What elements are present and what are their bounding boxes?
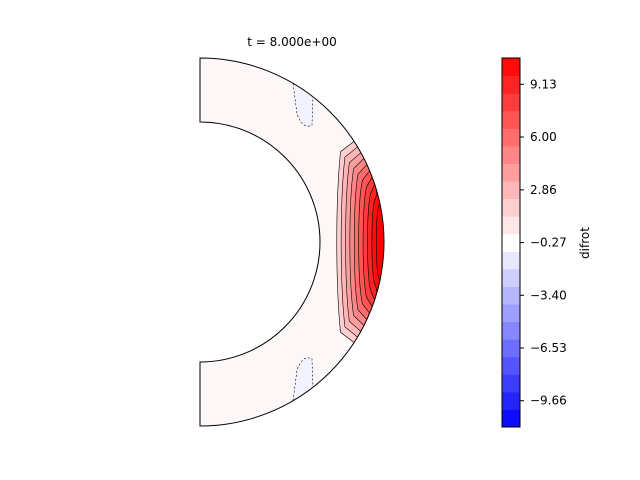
- colorbar-cell: [502, 110, 520, 129]
- colorbar-tick-label: −6.53: [530, 341, 567, 355]
- colorbar-cell: [502, 321, 520, 340]
- colorbar-cell: [502, 409, 520, 428]
- colorbar-tick-label: 9.13: [530, 77, 557, 91]
- positive-contour-band: [375, 192, 384, 292]
- colorbar-cell: [502, 163, 520, 182]
- colorbar-label: difrot: [578, 227, 592, 259]
- colorbar-tick-label: −9.66: [530, 394, 567, 408]
- colorbar-cell: [502, 268, 520, 287]
- colorbar-cell: [502, 286, 520, 305]
- colorbar-cell: [502, 75, 520, 94]
- colorbar-cell: [502, 58, 520, 77]
- colorbar-cell: [502, 93, 520, 112]
- colorbar-tick-label: 2.86: [530, 183, 557, 197]
- colorbar-cell: [502, 391, 520, 410]
- colorbar-cell: [502, 339, 520, 358]
- colorbar-tick-label: 6.00: [530, 130, 557, 144]
- contour-plot: [199, 57, 385, 427]
- colorbar-cell: [502, 251, 520, 270]
- shell-outline: [199, 57, 385, 427]
- colorbar-cell: [502, 216, 520, 235]
- colorbar-cell: [502, 145, 520, 164]
- colorbar-cell: [502, 181, 520, 200]
- colorbar-cell: [502, 356, 520, 375]
- colorbar-cell: [502, 233, 520, 252]
- colorbar-tick-label: −0.27: [530, 236, 567, 250]
- colorbar-cell: [502, 128, 520, 147]
- colorbar-cell: [502, 198, 520, 217]
- colorbar-cell: [502, 374, 520, 393]
- colorbar: 9.13 6.00 2.86 −0.27 −3.40 −6.53 −9.66 difrot: [501, 57, 592, 428]
- chart-title: t = 8.000e+00: [247, 35, 336, 49]
- colorbar-tick-label: −3.40: [530, 288, 567, 302]
- shell-background: [200, 58, 384, 426]
- colorbar-cell: [502, 304, 520, 323]
